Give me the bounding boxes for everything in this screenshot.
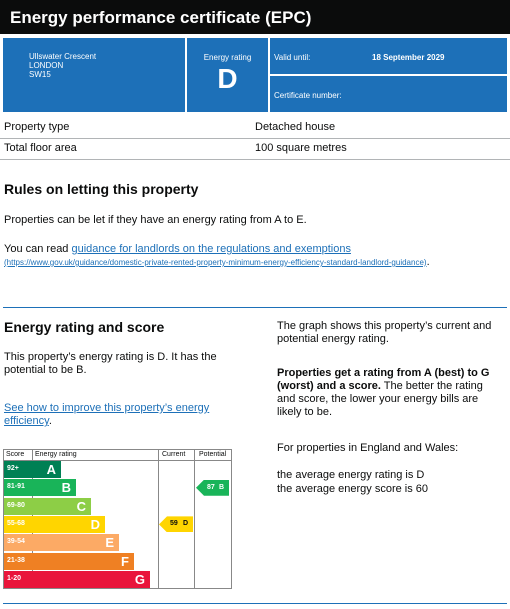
address-line: LONDON [29,61,64,70]
divider [3,603,507,604]
header-bar: Energy performance certificate (EPC) [0,0,510,34]
link[interactable]: See how to improve this property’s energ… [4,402,210,427]
paragraph: See how to improve this property’s energ… [4,402,234,428]
band-letter: A [46,462,56,477]
rating-band: 92+ A [4,461,61,478]
rating-band: 1-20 G [4,570,150,588]
current-score: 59 [170,520,178,528]
title: Energy performance certificate (EPC) [10,8,312,27]
rating-band: 55-68 D [4,515,105,533]
column-header: Energy rating [35,451,77,458]
paragraph: Properties get a rating from A (best) to… [277,367,502,419]
epc-graph: Score Energy rating Current Potential 92… [3,449,232,589]
section-heading: Energy rating and score [4,319,165,335]
band-letter: G [134,571,145,587]
address-line: SW15 [29,70,51,79]
paragraph: You can read guidance for landlords on t… [4,243,494,269]
band-score: 39-54 [7,538,25,546]
band-score: 69-80 [7,501,25,509]
column-border [158,450,159,588]
band-letter: E [105,535,114,551]
band-score: 81-91 [7,483,25,491]
potential-letter: B [219,483,225,491]
valid-label: Valid until: [274,53,311,62]
address: Ullswater Crescent LONDON SW15 [29,52,96,79]
paragraph: Properties can be let if they have an en… [4,214,307,226]
band-score: 1-20 [7,574,22,582]
paragraph: The graph shows this property’s current … [277,320,492,345]
current-letter: D [183,520,189,528]
rating-label: Energy rating [203,53,252,62]
property-value: Detached house [255,121,336,133]
property-label: Property type [4,121,70,133]
text: You can read [4,243,69,255]
certificate-cell: Certificate number: [270,76,507,112]
rating-cell: Energy rating D [187,38,268,112]
address-line: Ullswater Crescent [29,52,97,61]
potential-score: 87 [207,483,215,491]
divider [0,138,510,139]
link-url[interactable]: (https://www.gov.uk/guidance/domestic-pr… [4,258,427,267]
valid-date: 18 September 2029 [372,53,445,62]
paragraph: For properties in England and Wales: [277,442,459,454]
property-value: 100 square metres [255,142,347,154]
bold-text: Properties get a rating from A (best) to… [277,367,490,392]
column-header: Score [6,451,25,458]
link[interactable]: guidance for landlords on the regulation… [71,243,351,255]
band-letter: F [121,553,129,569]
paragraph: This property’s energy rating is D. It h… [4,351,217,376]
rating-letter: D [217,63,238,94]
address-cell: Ullswater Crescent LONDON SW15 [3,38,185,112]
section-heading: Rules on letting this property [4,181,199,197]
text: . [426,256,430,268]
column-header: Current [162,451,186,458]
current-arrow: 59 D [159,516,193,533]
rating-band: 21-38 F [4,552,134,570]
band-letter: B [61,480,71,496]
divider [3,307,507,308]
certificate-label: Certificate number: [274,91,342,100]
rating-band: 81-91 B [4,479,76,497]
property-label: Total floor area [4,142,77,154]
column-border [194,450,195,588]
paragraph: the average energy score is 60 [277,483,429,495]
valid-cell: Valid until: 18 September 2029 [270,38,507,74]
rating-band: 69-80 C [4,497,91,515]
band-letter: D [90,516,100,532]
header-border [4,460,231,461]
text: The better the rating and score, the low… [277,380,483,418]
band-score: 21-38 [7,556,25,564]
rating-band: 39-54 E [4,534,119,552]
band-score: 55-68 [7,519,25,527]
band-score: 92+ [7,465,19,472]
column-header: Potential [199,451,227,458]
text: . [48,415,52,427]
band-letter: C [76,498,86,514]
potential-arrow: 87 B [196,479,229,496]
divider [0,159,510,160]
paragraph: the average energy rating is D [277,469,425,481]
